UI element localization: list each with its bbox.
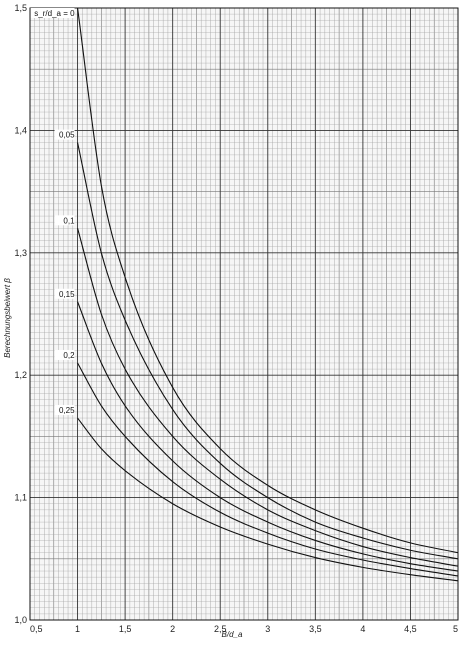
y-tick-label: 1,4 <box>14 125 27 135</box>
x-tick-label: 5 <box>453 624 458 634</box>
x-tick-label: 2 <box>170 624 175 634</box>
series-label-bg <box>54 129 75 140</box>
x-tick-label: 2,5 <box>214 624 227 634</box>
x-tick-label: 4,5 <box>404 624 417 634</box>
series-label-bg <box>54 349 75 360</box>
x-tick-label: 4 <box>360 624 365 634</box>
y-tick-label: 1,1 <box>14 493 27 503</box>
series-line <box>77 228 459 567</box>
series-label: 0,15 <box>59 290 75 299</box>
series-label: 0,1 <box>63 216 75 225</box>
series-label: s_r/d_a = 0 <box>34 9 75 18</box>
series-label-bg <box>54 215 75 226</box>
y-tick-labels: 1,0 1,1 1,2 1,3 1,4 1,5 <box>14 3 27 625</box>
y-tick-label: 1,2 <box>14 370 27 380</box>
y-tick-label: 1,0 <box>14 615 27 625</box>
x-tick-label: 3 <box>265 624 270 634</box>
series-label: 0,2 <box>63 351 75 360</box>
x-tick-label: 1 <box>75 624 80 634</box>
curves <box>77 7 459 582</box>
x-axis-label: B/d_a <box>222 630 243 639</box>
series-label: 0,05 <box>59 131 75 140</box>
series-line <box>77 7 459 554</box>
series-line <box>77 362 459 577</box>
x-tick-labels: 0,5 1 1,5 2 2,5 3 3,5 4 4,5 5 <box>30 624 458 634</box>
series-line <box>77 417 459 582</box>
y-tick-label: 1,5 <box>14 3 27 13</box>
x-tick-label: 1,5 <box>119 624 132 634</box>
x-tick-label: 3,5 <box>309 624 322 634</box>
plot-frame <box>29 7 459 621</box>
series-label-bg <box>54 405 75 416</box>
series-label-bg <box>30 8 75 18</box>
series-label: 0,25 <box>59 406 75 415</box>
series-line <box>77 301 459 572</box>
series-line <box>77 142 459 560</box>
x-tick-label: 0,5 <box>30 624 43 634</box>
y-axis-label: Berechnungsbeiwert β <box>3 278 12 358</box>
series-label-bg <box>54 288 75 299</box>
minor-grid <box>30 8 458 620</box>
y-tick-label: 1,3 <box>14 248 27 258</box>
curve-labels: s_r/d_a = 0 0,05 0,1 0,15 0,2 0,25 <box>30 8 75 416</box>
